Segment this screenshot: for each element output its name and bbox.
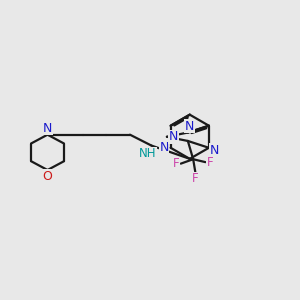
Text: N: N — [43, 122, 52, 135]
Text: O: O — [43, 170, 52, 183]
Text: N: N — [160, 141, 169, 154]
Text: F: F — [207, 156, 213, 169]
Text: N: N — [185, 120, 194, 133]
Text: N: N — [209, 144, 219, 157]
Text: F: F — [173, 157, 180, 170]
Text: F: F — [192, 172, 199, 185]
Text: NH: NH — [139, 147, 157, 160]
Text: N: N — [169, 130, 178, 143]
